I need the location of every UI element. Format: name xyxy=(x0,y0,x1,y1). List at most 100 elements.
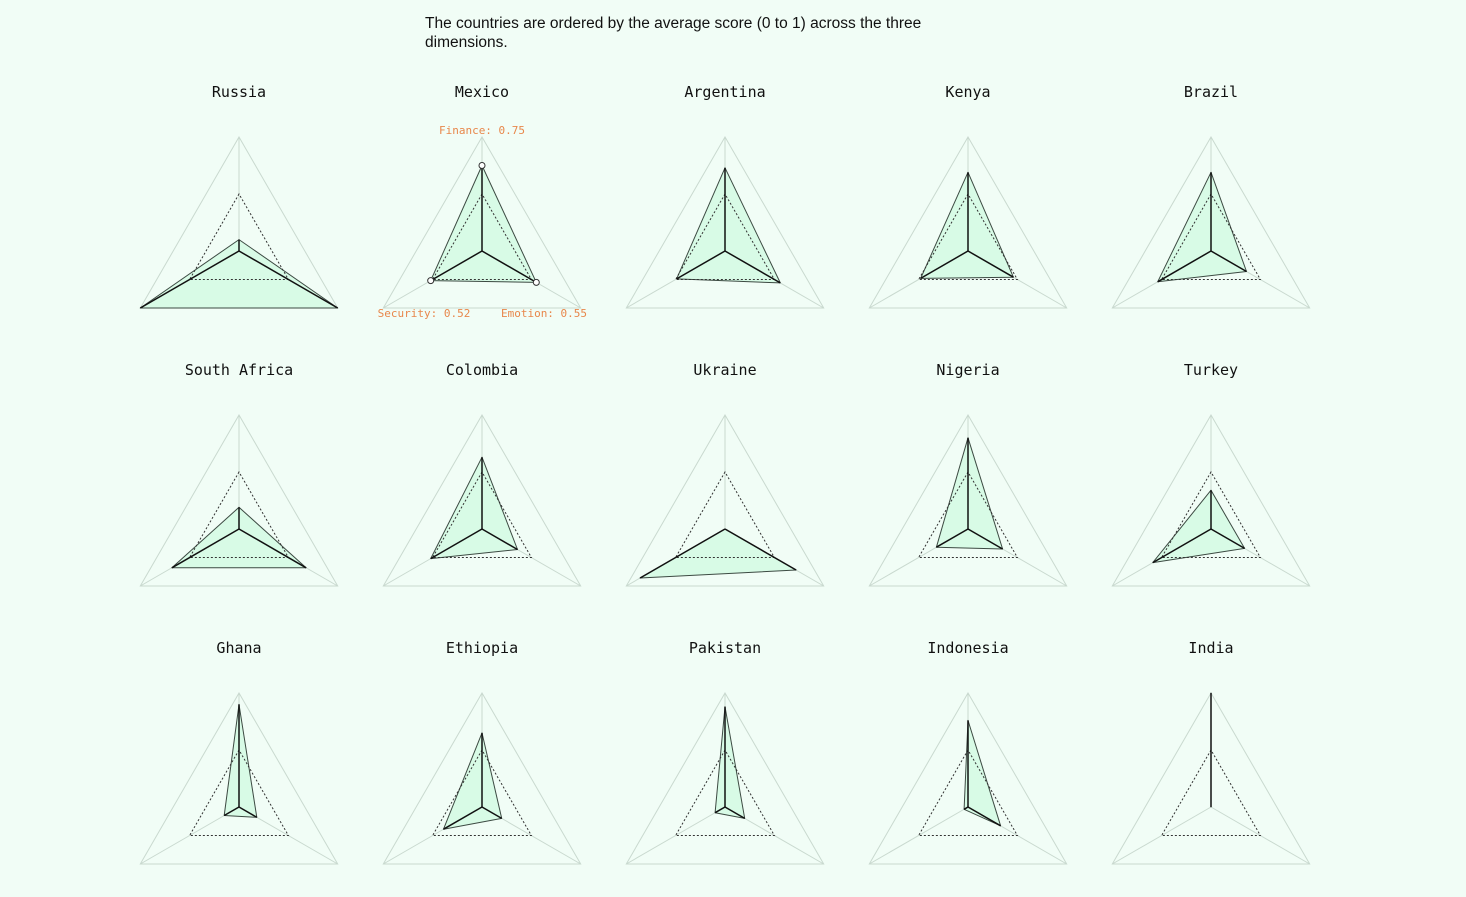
grid-outline xyxy=(1111,691,1311,865)
country-title: Ukraine xyxy=(693,361,756,379)
country-title: Turkey xyxy=(1184,361,1238,379)
grid-spoke xyxy=(140,806,240,865)
value-spoke-security xyxy=(171,528,240,569)
radar-russia: Russia xyxy=(139,83,339,309)
data-polygon xyxy=(171,506,307,569)
value-spoke-security xyxy=(1152,528,1212,564)
radar-indonesia: Indonesia xyxy=(868,639,1068,865)
country-title: Mexico xyxy=(455,83,509,101)
radar-kenya: Kenya xyxy=(868,83,1068,309)
highlight-point xyxy=(478,162,486,169)
reference-triangle xyxy=(674,471,776,558)
country-title: Ethiopia xyxy=(446,639,518,657)
radar-nigeria: Nigeria xyxy=(868,361,1068,587)
value-spoke-emotion xyxy=(724,250,781,284)
reference-triangle xyxy=(188,193,290,280)
radar-brazil: Brazil xyxy=(1111,83,1311,309)
country-title: Argentina xyxy=(684,83,765,101)
grid-spoke xyxy=(626,806,726,865)
grid-outline xyxy=(868,691,1068,865)
reference-triangle xyxy=(917,471,1019,558)
grid-outline xyxy=(139,413,339,587)
reference-triangle xyxy=(1160,471,1262,558)
radar-pakistan: Pakistan xyxy=(625,639,825,865)
country-title: Brazil xyxy=(1184,83,1238,101)
value-spoke-emotion xyxy=(967,806,1001,827)
grid-outline xyxy=(382,413,582,587)
radar-mexico: Mexico Finance: 0.75 Security: 0.52 Emotion… xyxy=(378,83,587,320)
grid-outline xyxy=(868,135,1068,309)
reference-triangle xyxy=(431,749,533,836)
data-polygon xyxy=(430,165,537,283)
annotation-security: Security: 0.52 xyxy=(378,307,471,320)
data-polygon xyxy=(639,528,797,579)
reference-triangle xyxy=(917,749,1019,836)
country-title: Pakistan xyxy=(689,639,761,657)
data-polygon xyxy=(443,732,503,830)
data-polygon xyxy=(223,703,258,818)
radar-ethiopia: Ethiopia xyxy=(382,639,582,865)
country-title: Russia xyxy=(212,83,266,101)
value-spoke-emotion xyxy=(481,806,503,820)
radar-south-africa: South Africa xyxy=(139,361,339,587)
grid-outline xyxy=(625,691,825,865)
value-spoke-security xyxy=(963,806,969,810)
value-spoke-security xyxy=(639,528,726,579)
value-spoke-emotion xyxy=(1210,528,1245,550)
reference-triangle xyxy=(431,471,533,558)
data-polygon xyxy=(1152,489,1246,564)
value-spoke-security xyxy=(430,528,483,560)
data-polygon xyxy=(935,437,1004,550)
value-spoke-security xyxy=(1157,250,1212,283)
reference-triangle xyxy=(188,471,290,558)
radar-argentina: Argentina xyxy=(625,83,825,309)
reference-triangle xyxy=(1160,193,1262,280)
country-title: Indonesia xyxy=(927,639,1008,657)
data-polygon xyxy=(1157,171,1247,283)
country-title: India xyxy=(1188,639,1233,657)
grid-outline xyxy=(382,135,582,309)
data-polygon xyxy=(430,456,518,560)
annotation-finance: Finance: 0.75 xyxy=(439,124,525,137)
value-spoke-emotion xyxy=(1210,250,1247,273)
value-spoke-security xyxy=(139,250,240,309)
highlight-point xyxy=(427,277,435,285)
grid-spoke xyxy=(1112,806,1212,865)
value-spoke-emotion xyxy=(724,806,746,820)
value-spoke-emotion xyxy=(481,528,518,551)
grid-outline xyxy=(139,691,339,865)
value-spoke-emotion xyxy=(238,528,307,569)
grid-outline xyxy=(382,691,582,865)
radar-colombia: Colombia xyxy=(382,361,582,587)
data-polygon xyxy=(920,171,1014,279)
value-spoke-security xyxy=(443,806,483,830)
country-title: Colombia xyxy=(446,361,518,379)
reference-triangle xyxy=(188,749,290,836)
value-spoke-emotion xyxy=(238,250,339,309)
radar-ukraine: Ukraine xyxy=(625,361,825,587)
annotation-emotion: Emotion: 0.55 xyxy=(501,307,587,320)
value-spoke-emotion xyxy=(238,806,258,818)
value-spoke-security xyxy=(714,806,726,814)
data-polygon xyxy=(676,167,781,284)
grid-outline xyxy=(1111,135,1311,309)
grid-outline xyxy=(1111,413,1311,587)
value-spoke-security xyxy=(936,528,969,548)
value-spoke-security xyxy=(430,250,483,282)
reference-triangle xyxy=(1160,749,1262,836)
data-polygon xyxy=(714,706,746,819)
data-polygon xyxy=(139,239,339,309)
country-title: Nigeria xyxy=(936,361,999,379)
value-spoke-emotion xyxy=(481,250,537,284)
reference-triangle xyxy=(674,193,776,280)
grid-outline xyxy=(868,413,1068,587)
radar-india: India xyxy=(1111,639,1311,865)
radar-turkey: Turkey xyxy=(1111,361,1311,587)
value-spoke-security xyxy=(223,806,240,817)
chart-subtitle: The countries are ordered by the average… xyxy=(425,15,922,51)
value-spoke-security xyxy=(676,250,726,280)
value-spoke-emotion xyxy=(724,528,797,571)
value-spoke-emotion xyxy=(967,250,1014,278)
grid-outline xyxy=(625,135,825,309)
